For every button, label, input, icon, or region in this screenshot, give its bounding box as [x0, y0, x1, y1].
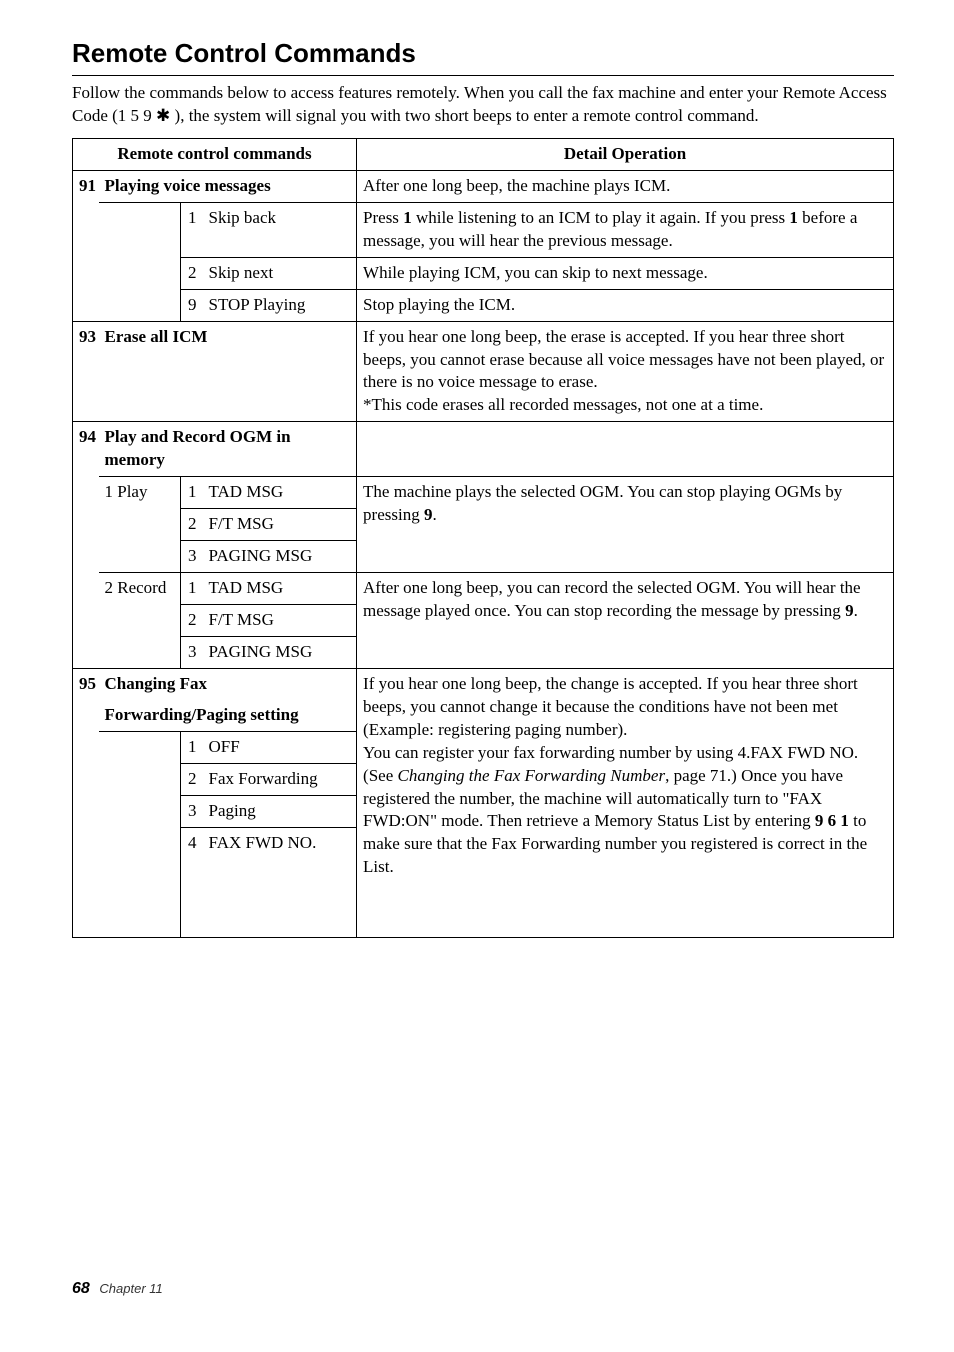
row-94-record-3-name: PAGING MSG — [203, 636, 357, 668]
section-title: Remote Control Commands — [72, 36, 894, 71]
text: *This code erases all recorded messages,… — [363, 395, 763, 414]
row-91-sub-3-num: 9 — [181, 289, 203, 321]
blank — [99, 257, 181, 289]
commands-table: Remote control commands Detail Operation… — [72, 138, 894, 938]
row-94-record-1-name: TAD MSG — [203, 573, 357, 605]
row-91-sub-1-num: 1 — [181, 202, 203, 257]
row-95-item-1-name: OFF — [203, 731, 357, 763]
star-glyph: ✱ — [156, 106, 170, 125]
row-91-sub-2-name: Skip next — [203, 257, 357, 289]
blank — [99, 827, 181, 937]
blank — [73, 700, 99, 731]
row-93-num: 93 — [73, 321, 99, 422]
bold-key: 1 — [403, 208, 412, 227]
row-94-record-2-name: F/T MSG — [203, 604, 357, 636]
row-94-num: 94 — [73, 422, 99, 477]
blank — [99, 795, 181, 827]
header-right: Detail Operation — [357, 138, 894, 170]
row-94-record-2-num: 2 — [181, 604, 203, 636]
row-94-play-detail: The machine plays the selected OGM. You … — [357, 477, 894, 573]
text: . — [854, 601, 858, 620]
text: Changing Fax — [105, 674, 208, 693]
row-94-play-1-num: 1 — [181, 477, 203, 509]
bold-key: 9 — [845, 601, 854, 620]
row-91-sub-3-name: STOP Playing — [203, 289, 357, 321]
blank — [73, 257, 99, 289]
row-91-sub-3-detail: Stop playing the ICM. — [357, 289, 894, 321]
row-91: 91 Playing voice messages After one long… — [73, 170, 894, 202]
intro-paragraph: Follow the commands below to access feat… — [72, 82, 894, 128]
text: while listening to an ICM to play it aga… — [412, 208, 790, 227]
row-91-num: 91 — [73, 170, 99, 202]
row-94-record-detail: After one long beep, you can record the … — [357, 573, 894, 669]
blank — [73, 795, 99, 827]
row-95-item-3-num: 3 — [181, 795, 203, 827]
row-94-play-3-num: 3 — [181, 541, 203, 573]
header-left: Remote control commands — [73, 138, 357, 170]
row-94-play-label: 1 Play — [99, 477, 181, 573]
row-94-record-1: 2 Record 1 TAD MSG After one long beep, … — [73, 573, 894, 605]
row-94-record-1-num: 1 — [181, 573, 203, 605]
row-95-label-line2: Forwarding/Paging setting — [99, 700, 357, 731]
page-number: 68 — [72, 1280, 90, 1297]
blank — [99, 731, 181, 763]
row-91-sub-1-name: Skip back — [203, 202, 357, 257]
row-95-item-4-name: FAX FWD NO. — [203, 827, 357, 937]
chapter-label: Chapter 11 — [99, 1281, 162, 1296]
text: After one long beep, you can record the … — [363, 578, 861, 620]
text: . — [432, 505, 436, 524]
row-94-record-3-num: 3 — [181, 636, 203, 668]
row-91-sub-2-num: 2 — [181, 257, 203, 289]
row-95: 95 Changing Fax If you hear one long bee… — [73, 668, 894, 699]
row-94-play-1-name: TAD MSG — [203, 477, 357, 509]
page-footer: 68 Chapter 11 — [72, 1278, 894, 1300]
row-94-record-label: 2 Record — [99, 573, 181, 669]
text: If you hear one long beep, the erase is … — [363, 327, 884, 392]
blank — [73, 731, 99, 763]
row-94-play-2-num: 2 — [181, 509, 203, 541]
row-94-play-1: 1 Play 1 TAD MSG The machine plays the s… — [73, 477, 894, 509]
row-91-blank — [73, 202, 99, 257]
row-94-detail-blank — [357, 422, 894, 477]
blank — [73, 827, 99, 937]
row-93-detail: If you hear one long beep, the erase is … — [357, 321, 894, 422]
row-91-blank2 — [99, 202, 181, 257]
row-95-item-4-num: 4 — [181, 827, 203, 937]
row-95-item-3-name: Paging — [203, 795, 357, 827]
row-95-label: Changing Fax — [99, 668, 357, 699]
bold-key: 1 — [789, 208, 798, 227]
intro-text-2: ), the system will signal you with two s… — [170, 106, 758, 125]
italic-ref: Changing the Fax Forwarding Number — [398, 766, 666, 785]
text: Press — [363, 208, 403, 227]
row-93-label: Erase all ICM — [99, 321, 357, 422]
blank — [99, 289, 181, 321]
row-93: 93 Erase all ICM If you hear one long be… — [73, 321, 894, 422]
row-91-detail: After one long beep, the machine plays I… — [357, 170, 894, 202]
row-95-item-2-name: Fax Forwarding — [203, 763, 357, 795]
row-95-num: 95 — [73, 668, 99, 699]
title-rule — [72, 75, 894, 76]
row-94: 94 Play and Record OGM in memory — [73, 422, 894, 477]
row-95-item-2-num: 2 — [181, 763, 203, 795]
blank — [99, 763, 181, 795]
row-91-sub-3: 9 STOP Playing Stop playing the ICM. — [73, 289, 894, 321]
row-91-sub-1-detail: Press 1 while listening to an ICM to pla… — [357, 202, 894, 257]
text: If you hear one long beep, the change is… — [363, 674, 858, 739]
row-94-play-2-name: F/T MSG — [203, 509, 357, 541]
row-94-label: Play and Record OGM in memory — [99, 422, 357, 477]
row-94-play-3-name: PAGING MSG — [203, 541, 357, 573]
row-91-sub-2: 2 Skip next While playing ICM, you can s… — [73, 257, 894, 289]
bold-key: 9 6 1 — [815, 811, 849, 830]
row-95-item-1-num: 1 — [181, 731, 203, 763]
row-91-label: Playing voice messages — [99, 170, 357, 202]
table-header-row: Remote control commands Detail Operation — [73, 138, 894, 170]
row-91-sub-1: 1 Skip back Press 1 while listening to a… — [73, 202, 894, 257]
row-91-sub-2-detail: While playing ICM, you can skip to next … — [357, 257, 894, 289]
blank — [73, 289, 99, 321]
row-95-detail: If you hear one long beep, the change is… — [357, 668, 894, 937]
blank — [73, 763, 99, 795]
blank — [73, 477, 99, 669]
